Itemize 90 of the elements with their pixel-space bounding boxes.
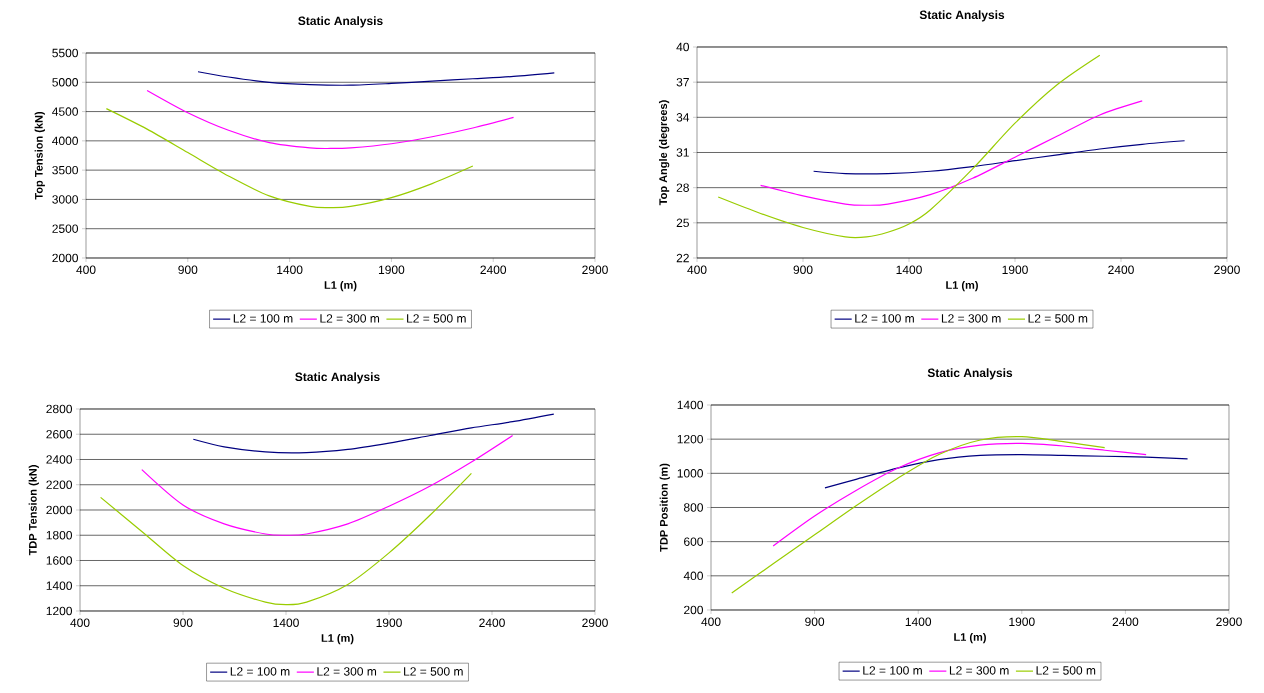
x-tick-label: 400 <box>701 617 721 627</box>
y-tick-label: 400 <box>683 571 703 581</box>
y-tick-label: 1200 <box>46 606 73 616</box>
line-series <box>760 100 1143 206</box>
line-series <box>813 140 1186 175</box>
x-tick-label: 2900 <box>1214 265 1240 275</box>
x-tick-label: 2400 <box>479 618 505 628</box>
x-tick-label: 1900 <box>378 265 405 275</box>
y-tick-label: 1200 <box>677 434 703 444</box>
x-tick-label: 400 <box>76 265 96 275</box>
line-series <box>717 54 1101 239</box>
x-tick-label: 1400 <box>277 265 303 275</box>
x-axis-title: L1 (m) <box>324 280 357 292</box>
y-tick-label: 3500 <box>52 165 79 175</box>
y-tick-label: 4500 <box>52 107 79 116</box>
y-tick-label: 34 <box>676 113 690 122</box>
y-tick-label: 1000 <box>677 469 703 478</box>
legend-label: L2 = 500 m <box>1028 314 1088 323</box>
y-tick-label: 2400 <box>46 455 73 464</box>
y-tick-label: 25 <box>676 218 689 228</box>
chart-title: Static Analysis <box>295 372 380 384</box>
y-axis-title: Top Tension (kN) <box>34 111 45 200</box>
y-tick-label: 5500 <box>52 48 79 58</box>
legend-label: L2 = 100 m <box>230 667 290 676</box>
legend-label: L2 = 500 m <box>1036 666 1096 675</box>
y-tick-label: 31 <box>676 148 689 157</box>
chart-title: Static Analysis <box>927 368 1013 380</box>
legend-label: L2 = 100 m <box>863 666 922 675</box>
x-tick-label: 1900 <box>376 618 402 628</box>
y-tick-label: 1800 <box>46 530 73 540</box>
y-tick-label: 200 <box>684 605 703 615</box>
x-tick-label: 2400 <box>1112 617 1139 627</box>
line-series <box>192 413 555 454</box>
y-axis-title: TDP Tension (kN) <box>28 465 39 556</box>
x-tick-label: 400 <box>70 618 90 628</box>
line-series <box>824 453 1189 489</box>
x-tick-label: 1900 <box>1002 265 1028 275</box>
legend-label: L2 = 100 m <box>233 314 293 323</box>
legend-label: L2 = 300 m <box>941 314 1001 323</box>
line-series <box>146 89 515 150</box>
x-tick-label: 2400 <box>480 265 507 275</box>
x-tick-label: 900 <box>793 265 813 275</box>
legend-label: L2 = 100 m <box>855 314 914 323</box>
line-series <box>197 71 555 86</box>
y-tick-label: 1600 <box>46 556 73 565</box>
x-tick-label: 2400 <box>1108 265 1134 275</box>
x-tick-label: 1400 <box>905 617 932 627</box>
x-tick-label: 900 <box>173 618 193 628</box>
legend-label: L2 = 500 m <box>404 667 463 676</box>
legend-label: L2 = 300 m <box>317 667 377 676</box>
line-series <box>731 435 1106 594</box>
y-tick-label: 2800 <box>46 404 73 414</box>
y-tick-label: 2600 <box>46 429 73 439</box>
y-tick-label: 2200 <box>46 480 73 489</box>
y-tick-label: 5000 <box>52 78 79 87</box>
y-tick-label: 37 <box>676 77 689 87</box>
y-tick-label: 2000 <box>52 253 79 263</box>
legend-label: L2 = 500 m <box>407 314 466 323</box>
x-tick-label: 2900 <box>582 618 608 628</box>
x-tick-label: 900 <box>805 617 825 627</box>
legend-label: L2 = 300 m <box>320 314 380 323</box>
x-axis-title: L1 (m) <box>321 633 354 645</box>
y-tick-label: 800 <box>683 503 703 512</box>
x-tick-label: 1400 <box>273 618 299 628</box>
x-axis-title: L1 (m) <box>954 632 986 644</box>
legend-label: L2 = 300 m <box>949 666 1009 675</box>
y-tick-label: 1400 <box>677 400 703 410</box>
line-series <box>100 472 473 606</box>
x-tick-label: 1900 <box>1009 617 1035 627</box>
line-series <box>105 108 474 209</box>
chart-title: Static Analysis <box>298 16 383 28</box>
x-tick-label: 2900 <box>1216 617 1242 627</box>
y-tick-label: 3000 <box>52 195 79 204</box>
x-tick-label: 1400 <box>896 265 922 275</box>
y-tick-label: 1400 <box>46 581 73 590</box>
y-axis-title: Top Angle (degrees) <box>658 100 670 206</box>
line-series <box>772 442 1147 547</box>
x-tick-label: 2900 <box>582 265 608 275</box>
y-tick-label: 40 <box>676 42 690 52</box>
chart-title: Static Analysis <box>919 10 1005 22</box>
y-axis-title: TDP Position (m) <box>659 463 670 552</box>
y-tick-label: 22 <box>676 253 689 263</box>
y-tick-label: 28 <box>676 183 689 192</box>
line-series <box>141 434 514 536</box>
y-tick-label: 600 <box>684 537 703 546</box>
y-tick-label: 2500 <box>52 224 79 233</box>
y-tick-label: 2000 <box>46 505 73 515</box>
y-tick-label: 4000 <box>52 136 79 146</box>
x-axis-title: L1 (m) <box>946 280 978 292</box>
x-tick-label: 900 <box>178 265 198 275</box>
